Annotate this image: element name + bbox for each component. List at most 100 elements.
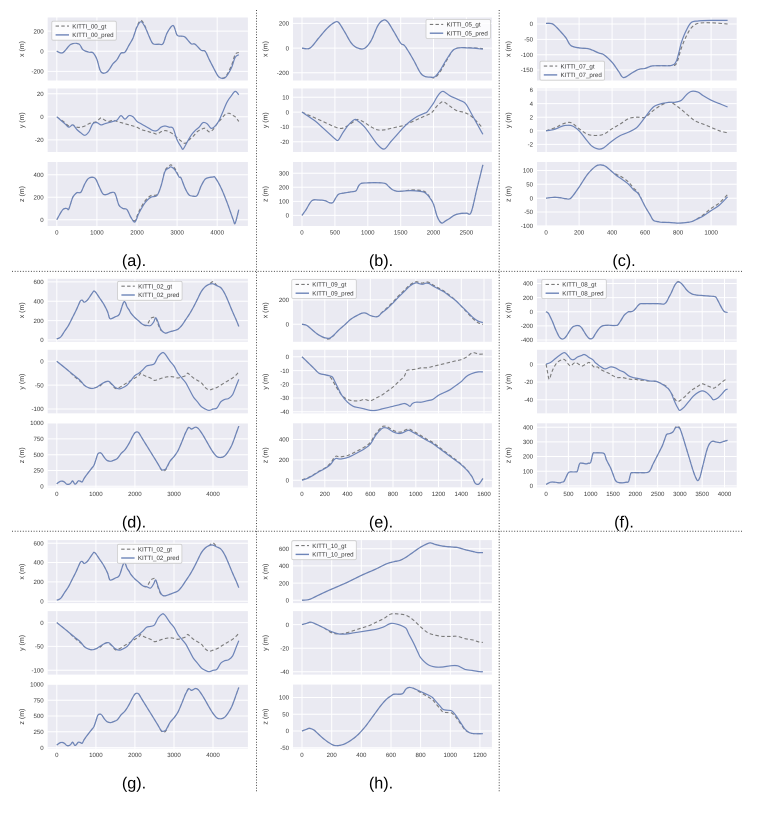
svg-text:200: 200 bbox=[34, 194, 45, 201]
svg-text:3000: 3000 bbox=[167, 491, 181, 498]
svg-text:x (m): x (m) bbox=[505, 302, 513, 318]
svg-text:0: 0 bbox=[55, 491, 59, 498]
svg-text:2000: 2000 bbox=[128, 752, 142, 759]
svg-text:1400: 1400 bbox=[455, 491, 469, 498]
svg-text:(c).: (c). bbox=[612, 252, 635, 270]
svg-text:200: 200 bbox=[523, 454, 534, 461]
svg-text:0: 0 bbox=[40, 484, 44, 491]
svg-text:1500: 1500 bbox=[394, 230, 408, 237]
svg-text:0: 0 bbox=[40, 114, 44, 121]
svg-text:z (m): z (m) bbox=[18, 186, 26, 202]
svg-text:y (m): y (m) bbox=[18, 635, 26, 651]
svg-text:2000: 2000 bbox=[629, 491, 643, 498]
svg-text:3500: 3500 bbox=[695, 491, 709, 498]
svg-text:0: 0 bbox=[55, 752, 59, 759]
svg-text:4000: 4000 bbox=[718, 491, 732, 498]
svg-text:400: 400 bbox=[279, 563, 290, 570]
svg-text:400: 400 bbox=[356, 752, 367, 759]
svg-text:400: 400 bbox=[523, 424, 534, 431]
svg-text:z (m): z (m) bbox=[262, 709, 270, 725]
svg-text:500: 500 bbox=[34, 452, 45, 459]
svg-text:200: 200 bbox=[279, 580, 290, 587]
svg-text:250: 250 bbox=[34, 729, 45, 736]
svg-text:0: 0 bbox=[286, 728, 290, 735]
svg-text:10: 10 bbox=[282, 95, 289, 102]
svg-text:0: 0 bbox=[286, 109, 290, 116]
svg-text:200: 200 bbox=[34, 318, 45, 325]
svg-text:KITTI_02_pred: KITTI_02_pred bbox=[138, 555, 180, 562]
svg-text:-20: -20 bbox=[524, 379, 533, 386]
svg-text:800: 800 bbox=[416, 752, 427, 759]
svg-text:-40: -40 bbox=[524, 397, 533, 404]
svg-text:z (m): z (m) bbox=[505, 447, 513, 463]
svg-text:(e).: (e). bbox=[369, 513, 393, 531]
svg-text:200: 200 bbox=[279, 297, 290, 304]
svg-text:0: 0 bbox=[40, 598, 44, 605]
svg-text:0: 0 bbox=[530, 195, 534, 202]
svg-text:200: 200 bbox=[320, 491, 331, 498]
svg-text:(a).: (a). bbox=[122, 252, 146, 270]
svg-text:4: 4 bbox=[530, 101, 534, 108]
svg-text:y (m): y (m) bbox=[505, 112, 513, 128]
svg-text:1000: 1000 bbox=[30, 420, 44, 427]
svg-text:50: 50 bbox=[282, 712, 289, 719]
svg-text:250: 250 bbox=[34, 468, 45, 475]
svg-text:0: 0 bbox=[55, 230, 59, 237]
svg-text:KITTI_09_pred: KITTI_09_pred bbox=[312, 290, 354, 297]
svg-text:2000: 2000 bbox=[130, 230, 144, 237]
svg-text:2000: 2000 bbox=[427, 230, 441, 237]
svg-text:1000: 1000 bbox=[704, 230, 718, 237]
svg-text:1000: 1000 bbox=[409, 491, 423, 498]
svg-text:(f).: (f). bbox=[614, 513, 634, 531]
svg-text:0: 0 bbox=[286, 597, 290, 604]
svg-text:KITTI_00_gt: KITTI_00_gt bbox=[72, 23, 106, 30]
svg-text:0: 0 bbox=[40, 48, 44, 55]
svg-text:y (m): y (m) bbox=[18, 112, 26, 128]
svg-text:400: 400 bbox=[607, 230, 618, 237]
svg-text:-40: -40 bbox=[280, 669, 289, 676]
svg-text:300: 300 bbox=[523, 439, 534, 446]
svg-text:600: 600 bbox=[386, 752, 397, 759]
svg-text:x (m): x (m) bbox=[18, 564, 26, 580]
svg-text:750: 750 bbox=[34, 697, 45, 704]
svg-text:x (m): x (m) bbox=[262, 564, 270, 580]
svg-text:z (m): z (m) bbox=[18, 447, 26, 463]
svg-text:1200: 1200 bbox=[473, 752, 487, 759]
svg-text:KITTI_02_pred: KITTI_02_pred bbox=[138, 292, 180, 299]
svg-text:x (m): x (m) bbox=[262, 41, 270, 57]
svg-text:600: 600 bbox=[34, 279, 45, 286]
svg-text:KITTI_08_gt: KITTI_08_gt bbox=[562, 282, 596, 289]
svg-text:4000: 4000 bbox=[206, 491, 220, 498]
svg-text:3000: 3000 bbox=[167, 752, 181, 759]
svg-text:0: 0 bbox=[40, 620, 44, 627]
svg-text:1000: 1000 bbox=[89, 491, 103, 498]
svg-text:KITTI_02_gt: KITTI_02_gt bbox=[138, 283, 172, 290]
svg-text:0: 0 bbox=[530, 361, 534, 368]
svg-text:-30: -30 bbox=[280, 395, 289, 402]
svg-text:500: 500 bbox=[330, 230, 341, 237]
svg-text:z (m): z (m) bbox=[18, 709, 26, 725]
svg-text:-50: -50 bbox=[35, 644, 44, 651]
svg-text:-40: -40 bbox=[280, 409, 289, 416]
svg-text:2000: 2000 bbox=[128, 491, 142, 498]
svg-text:z (m): z (m) bbox=[262, 186, 270, 202]
svg-text:0: 0 bbox=[40, 217, 44, 224]
svg-text:KITTI_00_pred: KITTI_00_pred bbox=[72, 32, 114, 39]
svg-text:0: 0 bbox=[530, 128, 534, 135]
svg-text:20: 20 bbox=[37, 91, 44, 98]
svg-text:-50: -50 bbox=[35, 382, 44, 389]
svg-text:KITTI_07_pred: KITTI_07_pred bbox=[561, 72, 603, 79]
svg-text:(d).: (d). bbox=[122, 513, 146, 531]
svg-text:-200: -200 bbox=[31, 69, 44, 76]
svg-text:KITTI_05_pred: KITTI_05_pred bbox=[447, 30, 489, 37]
svg-text:KITTI_08_pred: KITTI_08_pred bbox=[562, 290, 604, 297]
svg-text:-2: -2 bbox=[528, 142, 534, 149]
svg-text:50: 50 bbox=[526, 182, 533, 189]
svg-text:200: 200 bbox=[279, 457, 290, 464]
svg-text:0: 0 bbox=[530, 483, 534, 490]
svg-text:800: 800 bbox=[673, 230, 684, 237]
svg-text:-200: -200 bbox=[277, 70, 290, 77]
svg-text:KITTI_09_gt: KITTI_09_gt bbox=[312, 282, 346, 289]
svg-text:y (m): y (m) bbox=[262, 112, 270, 128]
svg-text:0: 0 bbox=[300, 752, 304, 759]
